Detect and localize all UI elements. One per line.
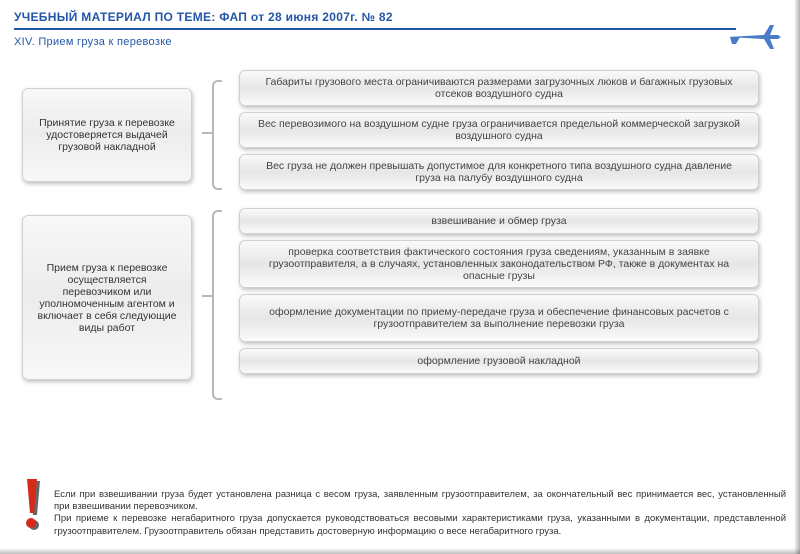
- right-box-text: взвешивание и обмер груза: [431, 215, 566, 227]
- shadow-right: [794, 0, 800, 554]
- bracket-tick: [202, 132, 212, 134]
- right-box-weight-limit: Вес перевозимого на воздушном судне груз…: [239, 112, 759, 148]
- airplane-icon: [726, 22, 782, 57]
- page-title: УЧЕБНЫЙ МАТЕРИАЛ ПО ТЕМЕ: ФАП от 28 июня…: [14, 10, 786, 24]
- bracket-bottom: [212, 210, 222, 400]
- right-box-text: оформление документации по приему-переда…: [252, 306, 746, 330]
- right-box-dimensions: Габариты грузового места ограничиваются …: [239, 70, 759, 106]
- right-box-text: оформление грузовой накладной: [417, 355, 580, 367]
- footer-paragraph: Если при взвешивании груза будет установ…: [54, 489, 786, 514]
- right-box-verification: проверка соответствия фактического состо…: [239, 240, 759, 288]
- footer-paragraph: При приеме к перевозке негабаритного гру…: [54, 513, 786, 538]
- page: УЧЕБНЫЙ МАТЕРИАЛ ПО ТЕМЕ: ФАП от 28 июня…: [0, 0, 800, 554]
- header-divider: [14, 28, 736, 30]
- right-box-text: Габариты грузового места ограничиваются …: [252, 76, 746, 100]
- shadow-bottom: [0, 548, 800, 554]
- left-box-text: Принятие груза к перевозке удостоверяетс…: [33, 117, 181, 153]
- right-box-waybill: оформление грузовой накладной: [239, 348, 759, 374]
- right-box-text: Вес перевозимого на воздушном судне груз…: [252, 118, 746, 142]
- right-box-documentation: оформление документации по приему-переда…: [239, 294, 759, 342]
- left-box-acceptance: Принятие груза к перевозке удостоверяетс…: [22, 88, 192, 182]
- bracket-top: [212, 80, 222, 190]
- right-box-floor-pressure: Вес груза не должен превышать допустимое…: [239, 154, 759, 190]
- right-box-text: проверка соответствия фактического состо…: [252, 246, 746, 282]
- diagram-area: Принятие груза к перевозке удостоверяетс…: [14, 70, 786, 450]
- bracket-tick: [202, 295, 212, 297]
- right-box-text: Вес груза не должен превышать допустимое…: [252, 160, 746, 184]
- footer-note: Если при взвешивании груза будет установ…: [14, 489, 786, 538]
- right-box-weighing: взвешивание и обмер груза: [239, 208, 759, 234]
- left-box-text: Прием груза к перевозке осуществляется п…: [33, 262, 181, 334]
- left-box-procedures: Прием груза к перевозке осуществляется п…: [22, 215, 192, 380]
- page-subtitle: XIV. Прием груза к перевозке: [14, 36, 786, 48]
- exclamation-icon: [18, 477, 46, 538]
- footer-text: Если при взвешивании груза будет установ…: [54, 489, 786, 538]
